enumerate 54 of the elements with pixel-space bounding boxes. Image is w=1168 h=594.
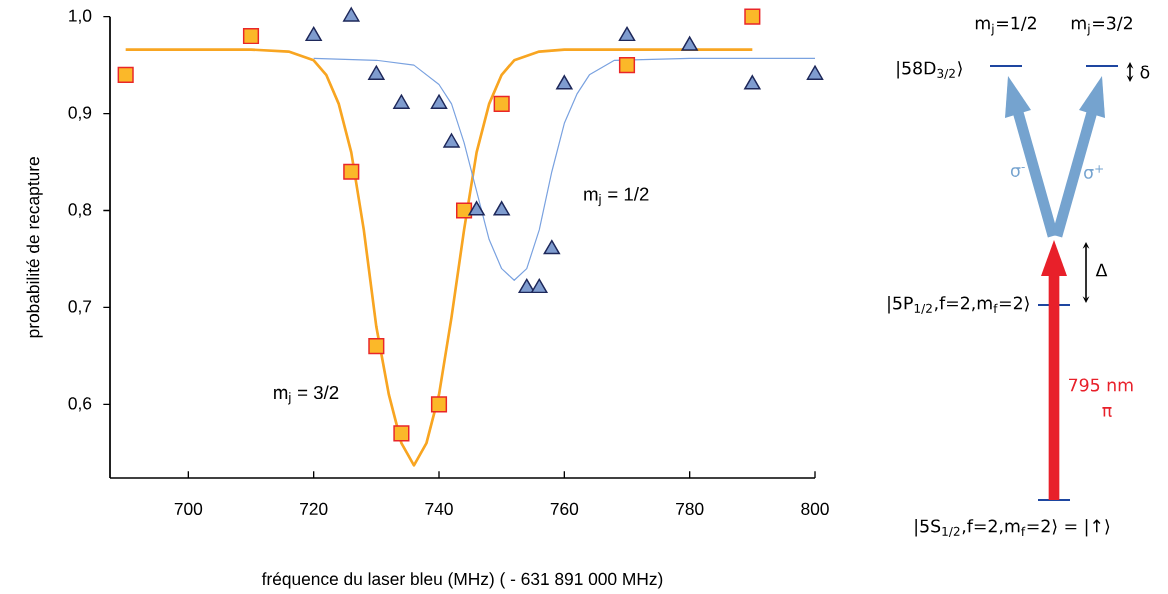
point [368,65,385,80]
point [518,278,535,293]
point [744,74,761,90]
y-tick-label: 0,9 [68,106,92,121]
y-tick-label: 0,8 [68,203,92,218]
x-tick-label: 720 [300,502,328,515]
y-tick-label: 0,6 [68,397,92,412]
point [493,95,510,112]
y-tick-label: 0,7 [68,300,92,315]
point [681,36,698,51]
y-tick-label: 1,0 [69,9,92,24]
point [556,74,573,90]
x-tick-label: 760 [550,502,579,515]
line-series [124,48,754,467]
point [305,26,322,41]
text: |58D$_{3/2}$⟩ [897,60,962,79]
line-series [313,57,816,281]
point [543,239,561,255]
point [393,425,410,442]
y-axis-title: probabilité de recapture [26,156,43,338]
text: Δ [1095,263,1108,277]
text: σ$^{-}$ [1010,166,1025,177]
text: |5P$_{1/2}$,f=2,m$_{f}$=2⟩ [888,295,1029,314]
text: m$_{j}$=3/2 [1071,16,1132,36]
point [242,27,260,44]
text: 795 nm [1069,378,1133,392]
x-tick-label: 740 [425,502,453,515]
point [531,278,548,293]
point [618,56,636,74]
point [493,200,510,216]
x-tick-label: 700 [174,502,203,515]
text: π [1102,406,1112,417]
point [430,396,448,413]
x-tick-label: 780 [676,502,704,515]
point [806,65,824,80]
point [618,26,636,41]
annotation: m$_{j}$ = 3/2 [274,385,339,405]
point [393,94,410,109]
annotation: m$_{j}$ = 1/2 [584,186,649,207]
point [343,7,360,22]
point [744,8,761,25]
text: m$_{j}$=1/2 [975,16,1036,36]
point [468,200,485,216]
point [443,133,460,148]
x-tick-label: 800 [801,502,829,515]
point [430,94,448,109]
x-axis-title: fréquence du laser bleu (MHz) ( - 631 891 000 MHz) [261,572,663,589]
text: σ$^{+}$ [1084,165,1103,179]
point [456,202,473,219]
text: |5S$_{1/2}$,f=2,m$_{f}$=2⟩ = |↑⟩ [915,518,1110,537]
text: δ [1140,65,1150,79]
point [368,337,385,355]
point [343,163,360,180]
point [117,66,134,83]
